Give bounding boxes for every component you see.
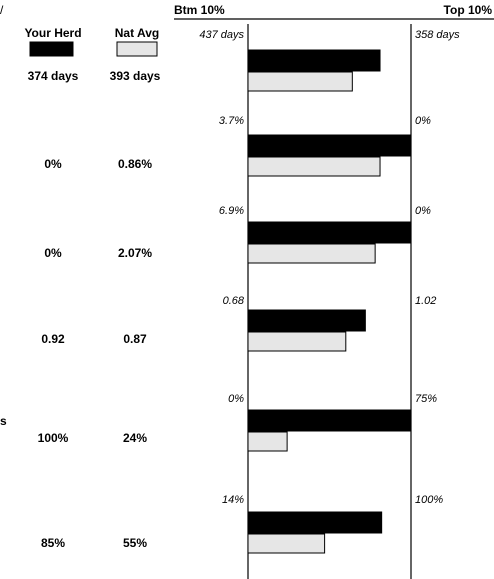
btm-10-label: 6.9% — [219, 205, 244, 217]
herd-bar — [248, 50, 380, 71]
herd-value: 100% — [38, 431, 69, 445]
herd-value: 374 days — [28, 69, 79, 83]
top-10-label: 100% — [415, 494, 443, 506]
scale-top-label: Top 10% — [444, 3, 493, 17]
herd-value: 0% — [44, 246, 62, 260]
herd-value: 0.92 — [41, 332, 65, 346]
fragment-row5-left: s — [0, 414, 7, 428]
legend-swatch-your-herd — [30, 42, 73, 56]
nat-avg-bar — [248, 432, 287, 451]
herd-value: 85% — [41, 536, 65, 550]
nat-avg-value: 0.86% — [118, 157, 152, 171]
herd-bar — [248, 222, 411, 243]
top-10-label: 1.02 — [415, 295, 436, 307]
nat-avg-bar — [248, 332, 346, 351]
legend-label-your-herd: Your Herd — [24, 26, 81, 40]
top-10-label: 75% — [415, 393, 437, 405]
btm-10-label: 0% — [228, 393, 244, 405]
btm-10-label: 14% — [222, 494, 244, 506]
btm-10-label: 3.7% — [219, 115, 244, 127]
herd-value: 0% — [44, 157, 62, 171]
fragment-top-left: / — [0, 3, 4, 17]
herd-bar — [248, 135, 411, 156]
btm-10-label: 437 days — [199, 29, 244, 41]
top-10-label: 358 days — [415, 29, 460, 41]
nat-avg-bar — [248, 534, 325, 553]
legend-swatch-nat-avg — [117, 42, 157, 56]
nat-avg-value: 2.07% — [118, 246, 152, 260]
top-10-label: 0% — [415, 115, 431, 127]
nat-avg-value: 393 days — [110, 69, 161, 83]
nat-avg-bar — [248, 72, 352, 91]
scale-bottom-label: Btm 10% — [174, 3, 225, 17]
legend-label-nat-avg: Nat Avg — [115, 26, 159, 40]
herd-bar — [248, 512, 382, 533]
nat-avg-value: 55% — [123, 536, 147, 550]
btm-10-label: 0.68 — [223, 295, 245, 307]
nat-avg-bar — [248, 244, 375, 263]
herd-bar — [248, 310, 365, 331]
top-10-label: 0% — [415, 205, 431, 217]
nat-avg-bar — [248, 157, 380, 176]
nat-avg-value: 0.87 — [123, 332, 147, 346]
herd-bar — [248, 410, 411, 431]
nat-avg-value: 24% — [123, 431, 147, 445]
